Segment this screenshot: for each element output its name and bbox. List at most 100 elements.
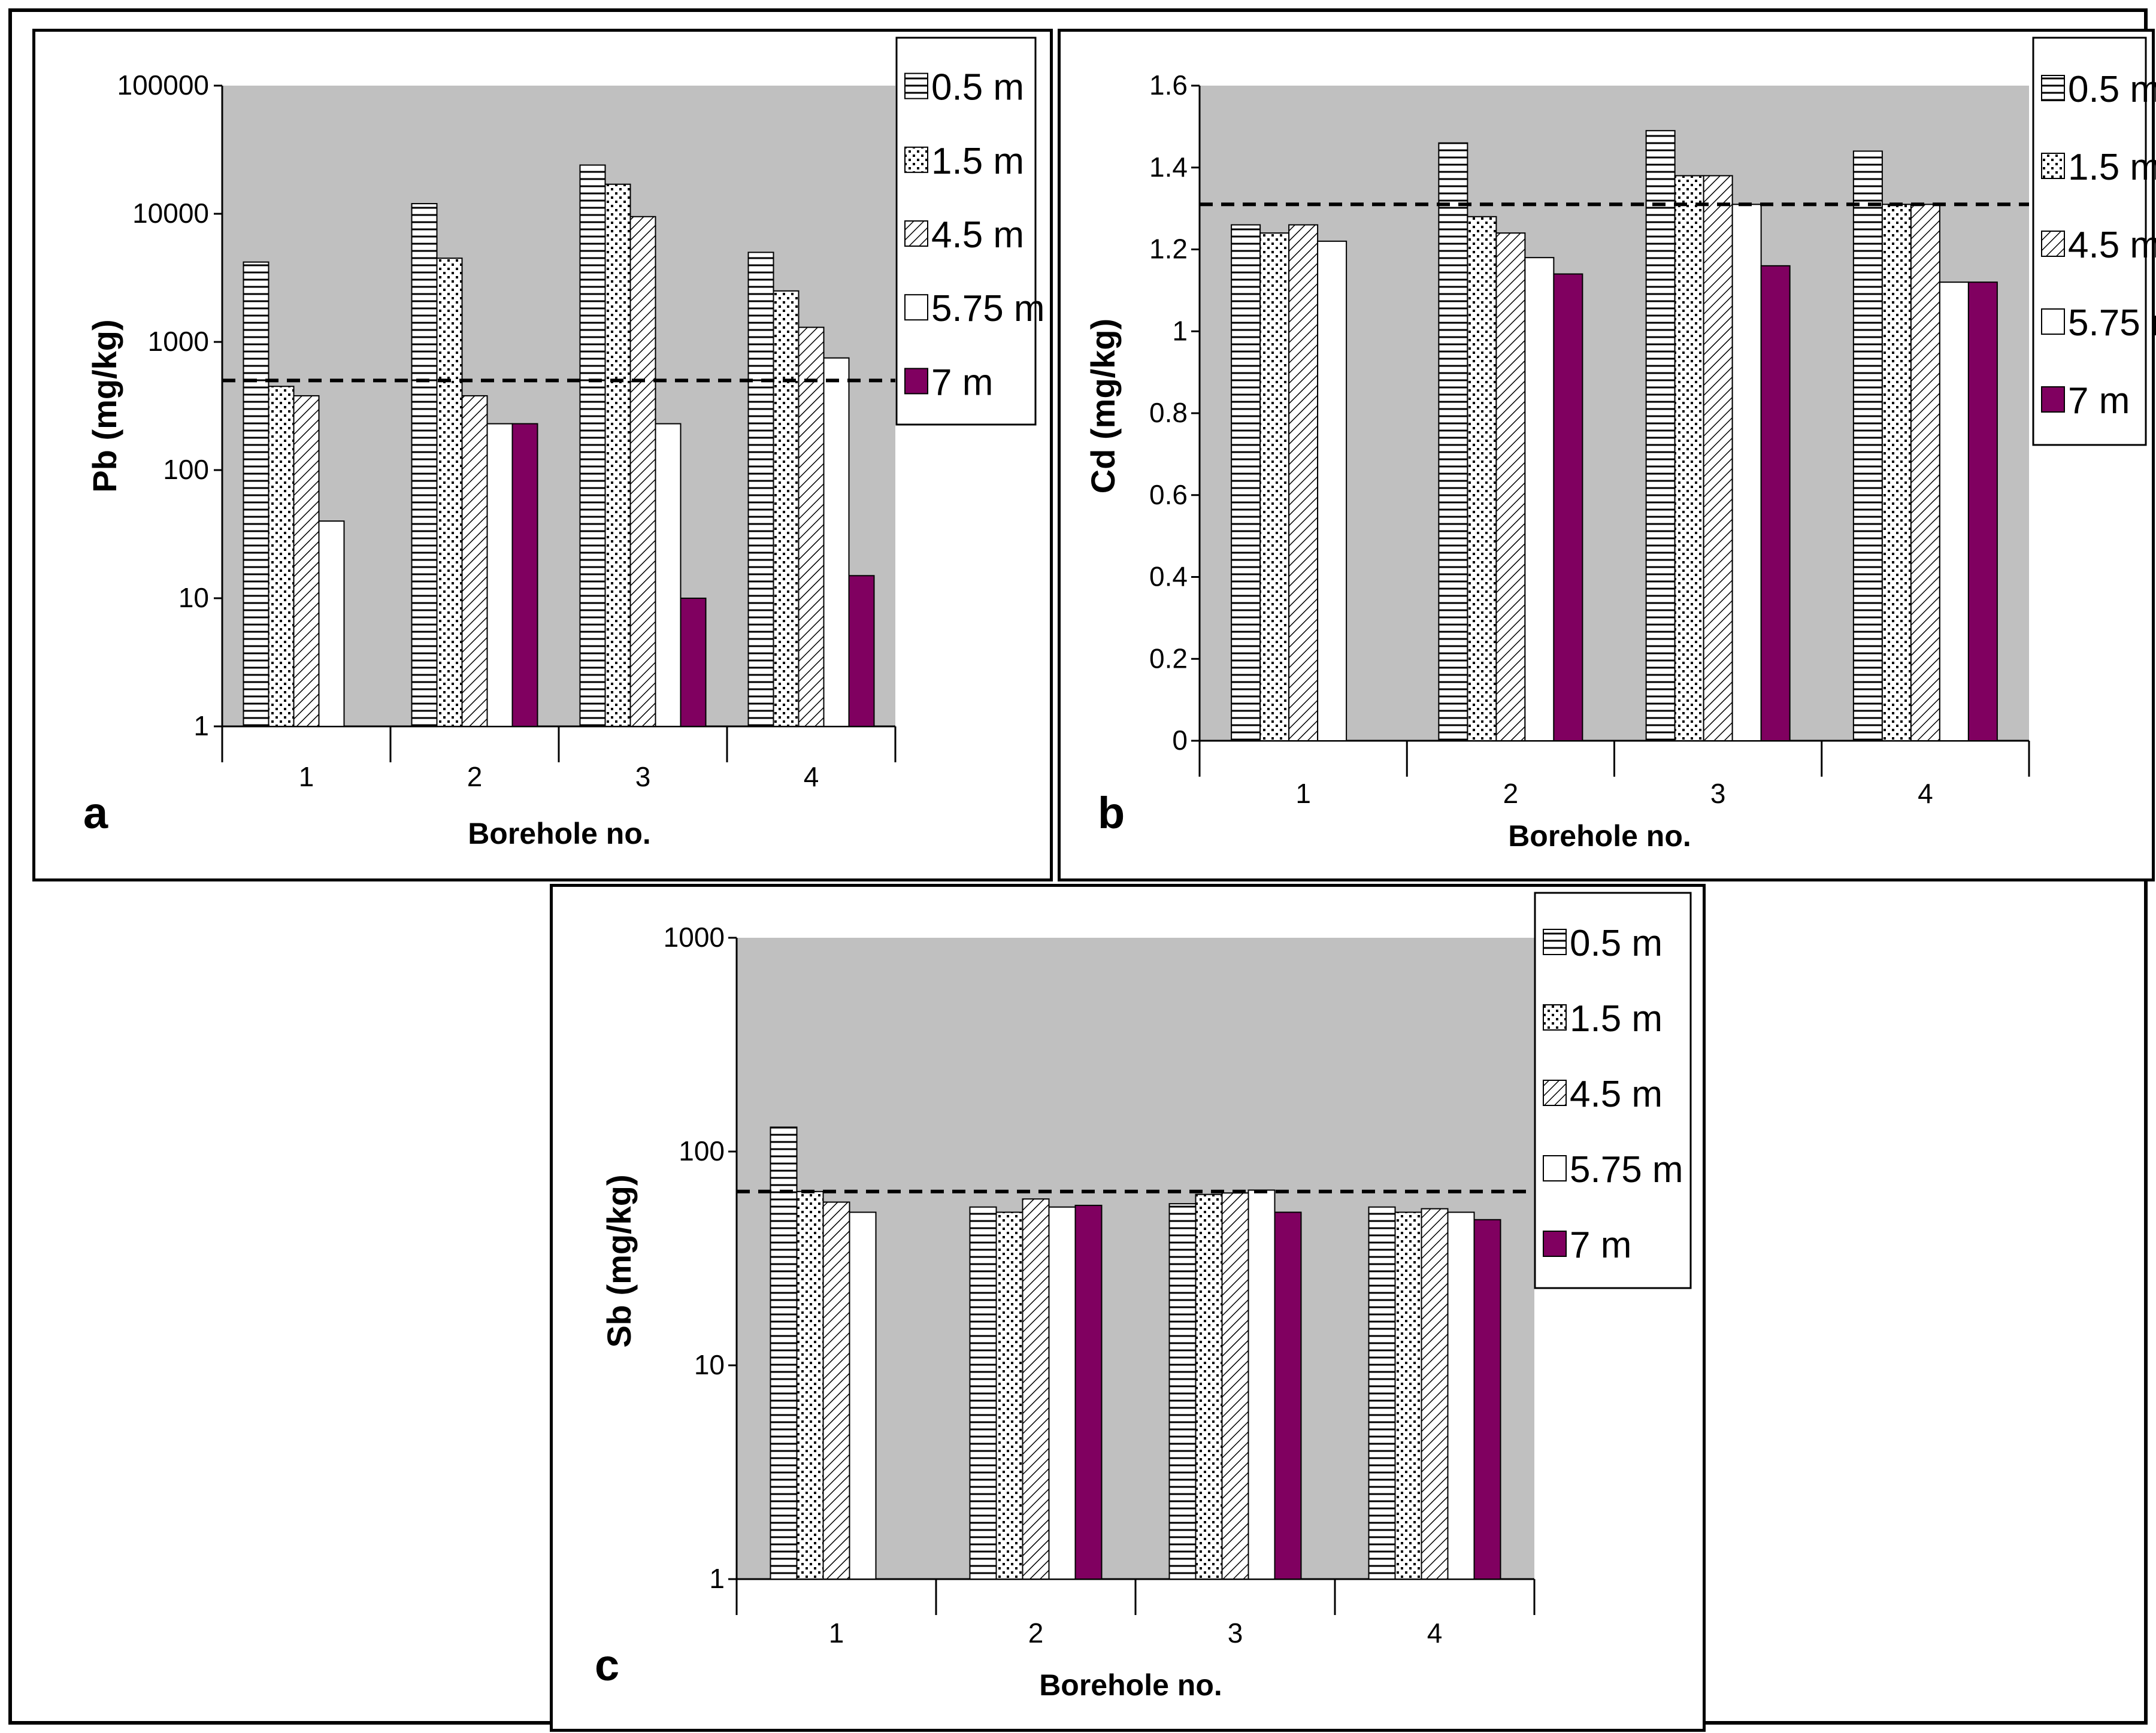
x-tick-label-b: 1 [1295,778,1311,809]
panel-letter-b: b [1098,788,1125,838]
bar-a-borehole-2-7m [511,423,538,728]
y-tick-label-a: 1000 [148,326,209,357]
bar-a-borehole-3-7m [680,598,707,727]
legend-swatch-b [2041,308,2065,335]
bar-c-borehole-4-05m [1368,1206,1396,1580]
panel-b-cd-chart: 0 0.2 0.4 0.6 0.8 1 1.2 1.4 1.6 1 2 3 4 0.5 m 1.5 m 4.5… [1058,29,2156,881]
legend-label-c: 5.75 m [1570,1149,1683,1190]
y-tick-label-b: 1.2 [1149,234,1188,265]
x-tick-label-a: 3 [635,761,651,792]
bar-b-borehole-4-575m [1939,281,1969,741]
bar-a-borehole-1-05m [243,261,270,728]
x-tick-label-b: 3 [1710,778,1726,809]
legend-label-b: 7 m [2068,380,2130,422]
bar-b-borehole-4-15m [1881,204,1912,742]
bar-a-borehole-3-45m [629,216,656,727]
legend-swatch-a [904,72,928,99]
y-tick-label-b: 0 [1172,725,1188,756]
legend-label-a: 1.5 m [931,141,1024,182]
legend-swatch-c [1543,1004,1567,1031]
panel-letter-c: c [595,1640,619,1690]
panel-c-sb-chart: 1 10 100 1000 1 2 3 4 0.5 m 1.5 m 4.5 m 5.75 m 7 m Sb… [550,884,1706,1732]
x-axis-title-a: Borehole no. [468,817,651,850]
bar-a-borehole-4-05m [747,252,774,727]
legend-swatch-a [904,146,928,173]
bar-b-borehole-2-15m [1467,216,1497,741]
legend-label-a: 7 m [931,362,993,403]
legend-swatch-a [904,294,928,321]
bar-b-borehole-2-05m [1438,142,1468,742]
bar-a-borehole-1-575m [318,520,345,728]
legend-b: 0.5 m 1.5 m 4.5 m 5.75 m 7 m [2032,37,2156,446]
legend-label-a: 0.5 m [931,67,1024,108]
legend-label-c: 7 m [1570,1225,1631,1266]
panel-letter-a: a [83,788,108,838]
y-axis-title-a: Pb (mg/kg) [86,319,123,492]
x-tick-label-b: 2 [1503,778,1519,809]
bar-a-borehole-3-575m [655,423,682,728]
bar-c-borehole-4-45m [1421,1208,1449,1580]
legend-swatch-a [904,220,928,247]
bar-c-borehole-3-575m [1247,1189,1276,1580]
legend-swatch-c [1543,1155,1567,1181]
x-tick-label-c: 2 [1028,1617,1044,1649]
legend-label-c: 0.5 m [1570,923,1663,964]
x-tick-label-a: 1 [299,761,314,792]
y-tick-label-a: 1 [193,710,209,741]
y-tick-label-a: 100000 [117,69,210,101]
figure-frame: 1 10 100 1000 10000 100000 1 2 3 4 0.5 m 1.5 m 4.5 m… [8,8,2156,1732]
x-tick-label-a: 2 [467,761,483,792]
bar-b-borehole-1-575m [1317,240,1348,741]
bar-c-borehole-1-45m [822,1201,850,1580]
y-tick-label-a: 10 [178,582,209,613]
bar-a-borehole-2-45m [461,395,488,727]
bar-c-borehole-4-575m [1447,1211,1475,1580]
y-tick-label-b: 1.6 [1149,69,1188,101]
bar-b-borehole-3-15m [1674,175,1704,742]
x-tick-label-b: 4 [1918,778,1933,809]
y-tick-label-c: 100 [679,1135,725,1167]
bar-c-borehole-3-15m [1195,1193,1223,1580]
legend-label-c: 1.5 m [1570,998,1663,1040]
y-tick-label-a: 10000 [132,198,209,229]
bar-b-borehole-1-05m [1231,224,1261,742]
y-tick-label-b: 0.6 [1149,479,1188,510]
chart-svg-pb: 1 10 100 1000 10000 100000 1 2 3 4 0.5 m 1.5 m 4.5 m… [83,37,1045,850]
chart-svg-cd: 0 0.2 0.4 0.6 0.8 1 1.2 1.4 1.6 1 2 3 4 0.5 m 1.5 m 4.5… [1084,37,2156,853]
x-tick-label-c: 1 [829,1617,844,1649]
bar-b-borehole-3-05m [1645,130,1676,741]
x-tick-label-c: 3 [1228,1617,1243,1649]
y-tick-label-b: 0.2 [1149,643,1188,674]
bar-a-borehole-2-575m [486,423,513,728]
x-axis-title-b: Borehole no. [1508,819,1691,853]
legend-swatch-b [2041,153,2065,179]
bar-b-borehole-2-575m [1524,257,1555,741]
bar-b-borehole-4-45m [1910,204,1940,742]
bar-b-borehole-1-15m [1259,232,1290,741]
y-tick-label-a: 100 [163,454,209,485]
x-axis-title-c: Borehole no. [1039,1668,1222,1702]
legend-c: 0.5 m 1.5 m 4.5 m 5.75 m 7 m [1534,892,1692,1289]
legend-label-c: 4.5 m [1570,1074,1663,1115]
bar-a-borehole-3-05m [579,164,606,728]
x-tick-label-c: 4 [1427,1617,1443,1649]
bar-a-borehole-4-575m [823,357,850,727]
y-tick-label-b: 0.8 [1149,397,1188,428]
legend-label-b: 4.5 m [2068,225,2156,266]
legend-swatch-b [2041,75,2065,101]
legend-swatch-b [2041,231,2065,257]
bar-c-borehole-2-15m [995,1211,1024,1580]
y-axis-title-b: Cd (mg/kg) [1084,319,1122,493]
legend-swatch-a [904,368,928,395]
y-tick-label-c: 1 [709,1563,725,1594]
legend-a: 0.5 m 1.5 m 4.5 m 5.75 m 7 m [895,37,1045,426]
bar-c-borehole-3-45m [1221,1192,1249,1580]
bar-c-borehole-3-05m [1168,1203,1197,1580]
bar-b-borehole-1-45m [1288,224,1319,742]
panel-a-pb-chart: 1 10 100 1000 10000 100000 1 2 3 4 0.5 m 1.5 m 4.5 m… [32,29,1053,881]
bar-b-borehole-2-7m [1553,273,1583,741]
legend-label-b: 1.5 m [2068,147,2156,188]
bar-b-borehole-3-575m [1731,204,1762,742]
bar-b-borehole-4-7m [1967,281,1998,741]
legend-swatch-c [1543,1231,1567,1257]
